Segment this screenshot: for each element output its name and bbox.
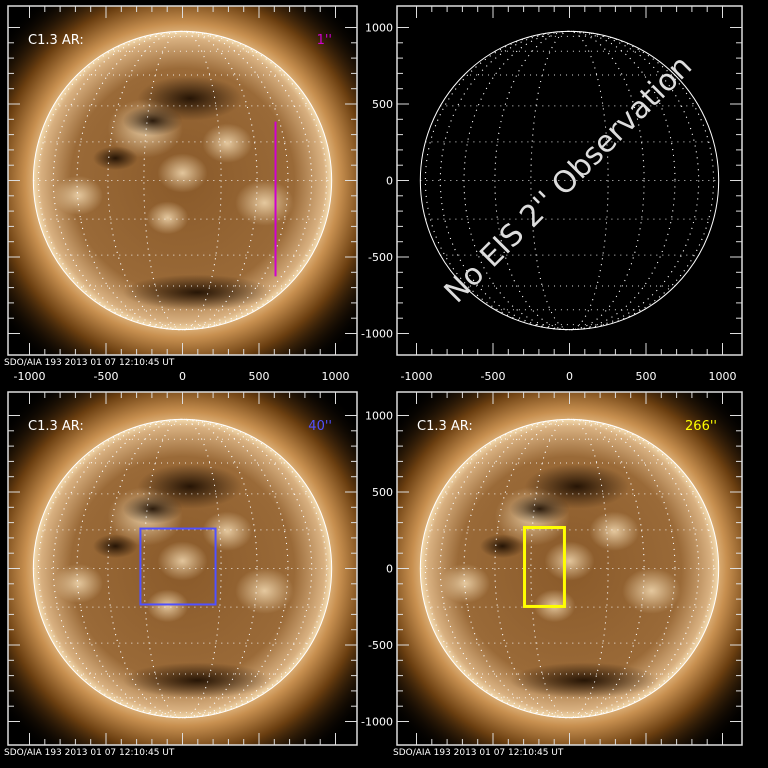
meridian-line — [143, 30, 222, 331]
meridian-line — [463, 30, 676, 331]
active-region — [53, 563, 104, 604]
slit-size-label: 1'' — [317, 33, 332, 48]
y-tick-label: 0 — [386, 175, 393, 188]
footer-label: SDO/AIA 193 2013 01 07 12:10:45 UT — [393, 748, 564, 758]
y-tick-label: -1000 — [361, 716, 393, 729]
active-region — [202, 511, 253, 551]
active-region — [157, 153, 208, 193]
panel-top-left: -1000 -500 0 500 1000 C1.3 AR: 1'' SDO/AIA 193 … — [4, 5, 358, 383]
y-tick-label: 1000 — [365, 410, 393, 423]
plot-area — [8, 6, 357, 355]
eis-raster-box — [523, 525, 566, 608]
active-region — [544, 541, 595, 581]
x-tick-label: -1000 — [401, 370, 433, 383]
plot-area — [8, 392, 357, 745]
slit-size-label: 266'' — [685, 419, 717, 434]
active-region — [235, 567, 294, 614]
y-tick-label: 500 — [372, 98, 393, 111]
y-tick-label: 500 — [372, 486, 393, 499]
x-tick-label: 1000 — [322, 370, 350, 383]
coronal-hole — [122, 274, 273, 311]
panel-top-right: -1000 -500 0 500 1000 1000 500 0 -500 -1000 No EIS… — [361, 5, 743, 383]
coronal-hole — [122, 105, 183, 136]
active-region — [440, 563, 491, 604]
active-region — [622, 567, 681, 614]
active-region — [53, 175, 104, 216]
y-tick-label: 1000 — [365, 22, 393, 35]
plot-area — [419, 30, 720, 331]
x-tick-label: -1000 — [14, 370, 46, 383]
active-region — [202, 123, 253, 163]
active-region — [146, 589, 189, 623]
meridian-line — [143, 418, 222, 719]
coronal-hole — [509, 662, 660, 699]
x-tick-label: 1000 — [709, 370, 737, 383]
panel-bottom-right: 1000 500 0 -500 -1000 C1.3 AR: 266'' SDO/AIA 19… — [361, 391, 743, 758]
coronal-hole — [122, 662, 273, 699]
eis-raster-box — [139, 527, 217, 606]
coronal-hole — [92, 146, 138, 171]
footer-label: SDO/AIA 193 2013 01 07 12:10:45 UT — [4, 358, 175, 368]
x-tick-label: 500 — [249, 370, 270, 383]
ar-label: C1.3 AR: — [417, 419, 473, 434]
active-region — [235, 179, 294, 226]
active-region — [157, 541, 208, 581]
limb-circle — [419, 30, 720, 331]
footer-label: SDO/AIA 193 2013 01 07 12:10:45 UT — [4, 748, 175, 758]
coronal-hole — [479, 534, 525, 559]
x-tick-label: -500 — [94, 370, 119, 383]
meridian-line — [439, 30, 700, 331]
plot-area — [397, 392, 742, 745]
coronal-hole — [92, 534, 138, 559]
x-tick-label: 0 — [566, 370, 573, 383]
meridian-line — [76, 418, 289, 719]
active-region — [589, 511, 640, 551]
x-tick-label: 0 — [179, 370, 186, 383]
coronal-hole — [509, 493, 570, 524]
panel-bottom-left: C1.3 AR: 40'' SDO/AIA 193 2013 01 07 12:10… — [4, 391, 358, 758]
x-tick-label: 500 — [636, 370, 657, 383]
y-tick-label: 0 — [386, 563, 393, 576]
meridian-line — [52, 30, 313, 331]
y-tick-label: -1000 — [361, 328, 393, 341]
limb-circle — [32, 418, 333, 719]
y-tick-label: -500 — [368, 639, 393, 652]
ar-label: C1.3 AR: — [28, 419, 84, 434]
meridian-line — [463, 418, 676, 719]
limb-circle — [32, 30, 333, 331]
meridian-line — [52, 418, 313, 719]
slit-size-label: 40'' — [308, 419, 332, 434]
y-tick-label: -500 — [368, 251, 393, 264]
active-region — [146, 201, 189, 235]
x-tick-label: -500 — [481, 370, 506, 383]
limb-circle — [419, 418, 720, 719]
meridian-line — [439, 418, 700, 719]
coronal-hole — [122, 493, 183, 524]
meridian-line — [76, 30, 289, 331]
no-observation-message: No EIS 2'' Observation — [438, 49, 699, 310]
ar-label: C1.3 AR: — [28, 33, 84, 48]
